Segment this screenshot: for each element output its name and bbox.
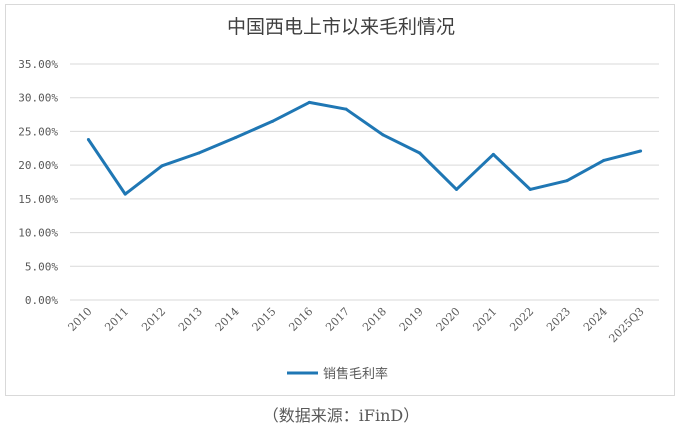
x-tick-label: 2016 bbox=[286, 305, 315, 334]
chart-title: 中国西电上市以来毛利情况 bbox=[226, 16, 455, 38]
line-chart: 0.00% 5.00% 10.00% 15.00% 20.00% 25.00% 30.00%… bbox=[18, 58, 659, 382]
data-point bbox=[270, 119, 274, 123]
x-tick-label: 2021 bbox=[470, 305, 499, 334]
chart-frame bbox=[5, 4, 675, 396]
y-tick-label: 15.00% bbox=[18, 193, 58, 206]
x-tick-labels: 2010 2011 2012 2013 2014 2015 2016 2017 2018 2019… bbox=[66, 305, 647, 345]
x-tick-label: 2018 bbox=[360, 305, 389, 334]
data-point bbox=[234, 135, 238, 139]
grid-lines bbox=[70, 63, 659, 301]
data-point bbox=[455, 187, 459, 191]
data-point bbox=[86, 138, 90, 142]
legend: 销售毛利率 bbox=[287, 366, 388, 382]
y-tick-label: 30.00% bbox=[18, 92, 58, 105]
data-point bbox=[491, 152, 495, 156]
y-tick-label: 5.00% bbox=[25, 260, 58, 273]
data-point bbox=[160, 164, 164, 168]
data-point bbox=[123, 192, 127, 196]
y-tick-label: 35.00% bbox=[18, 58, 58, 71]
y-tick-label: 0.00% bbox=[25, 294, 58, 307]
x-tick-label: 2011 bbox=[102, 305, 131, 334]
x-tick-label: 2022 bbox=[507, 305, 536, 334]
x-tick-label: 2012 bbox=[139, 305, 168, 334]
data-point bbox=[602, 158, 606, 162]
y-tick-label: 20.00% bbox=[18, 159, 58, 172]
data-point bbox=[418, 151, 422, 155]
y-tick-label: 25.00% bbox=[18, 125, 58, 138]
x-tick-label: 2017 bbox=[323, 305, 352, 334]
y-tick-labels: 0.00% 5.00% 10.00% 15.00% 20.00% 25.00% 30.00%… bbox=[18, 58, 58, 307]
data-point bbox=[307, 100, 311, 104]
x-tick-label: 2014 bbox=[213, 305, 242, 334]
data-point bbox=[528, 187, 532, 191]
series-line bbox=[87, 100, 641, 196]
x-tick-label: 2010 bbox=[66, 305, 95, 334]
data-point bbox=[565, 179, 569, 183]
source-note: （数据来源：iFinD） bbox=[262, 406, 420, 425]
x-tick-label: 2013 bbox=[176, 305, 205, 334]
x-tick-label: 2025Q3 bbox=[606, 305, 646, 345]
x-tick-label: 2015 bbox=[250, 305, 279, 334]
legend-label: 销售毛利率 bbox=[323, 366, 388, 382]
x-tick-label: 2024 bbox=[581, 305, 610, 334]
x-tick-label: 2023 bbox=[544, 305, 573, 334]
data-point bbox=[344, 107, 348, 111]
x-tick-label: 2020 bbox=[434, 305, 463, 334]
data-point bbox=[639, 149, 643, 153]
data-point bbox=[381, 133, 385, 137]
y-tick-label: 10.00% bbox=[18, 227, 58, 240]
data-point bbox=[197, 151, 201, 155]
series-lines bbox=[86, 100, 643, 196]
x-tick-label: 2019 bbox=[397, 305, 426, 334]
